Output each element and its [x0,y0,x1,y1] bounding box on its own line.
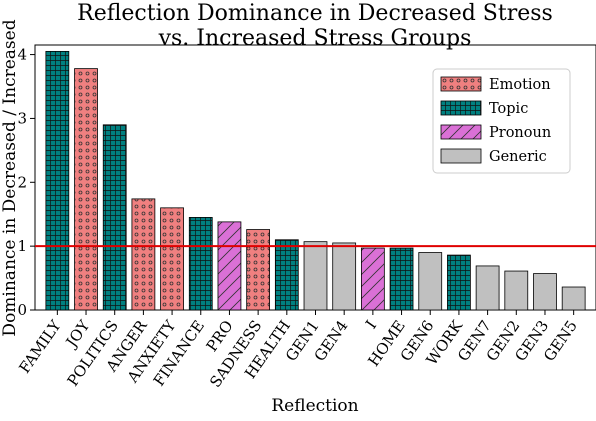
bar-anxiety [160,207,184,311]
bar-sadness [246,229,271,311]
bar-gen3 [533,273,557,311]
bar-health [274,239,299,311]
x-tick-label: I [362,317,380,332]
y-tick-label: 0 [17,301,27,319]
legend-swatch-generic [440,148,482,164]
chart-title-line: Reflection Dominance in Decreased Stress [77,1,553,26]
x-axis-label: Reflection [271,396,358,416]
bar-home [389,247,414,311]
bar-gen5 [561,286,586,311]
y-tick-label: 4 [17,46,27,64]
bar-gen7 [475,265,500,311]
legend-label-pronoun: Pronoun [489,125,551,141]
legend-label-generic: Generic [489,149,547,165]
chart-title-line: vs. Increased Stress Groups [158,26,472,51]
bar-work [447,254,471,311]
bar-gen1 [303,241,328,311]
y-axis: 0 1 2 3 4 [17,46,35,319]
legend-swatch-pronoun [440,124,482,140]
bar-gen4 [332,242,357,311]
bar-gen6 [418,252,443,311]
y-tick-label: 1 [17,237,27,255]
x-tick-label: FAMILY [15,316,65,376]
y-tick-label: 3 [17,109,27,127]
bar-gen2 [504,270,529,311]
bar-family [45,50,70,311]
y-axis-label: Dominance in Decreased / Increased [0,19,20,336]
bar-politics [102,124,127,311]
chart-title: Reflection Dominance in Decreased Stress… [77,1,553,51]
legend: Emotion Topic Pronoun Generic [432,68,571,174]
x-axis: FAMILYJOYPOLITICSANGERANXIETYFINANCEPROS… [15,310,581,391]
legend-swatch-topic [440,100,482,116]
bar-joy [74,68,98,311]
y-tick-label: 2 [17,173,27,191]
legend-label-emotion: Emotion [489,77,551,93]
bar-finance [188,217,213,311]
legend-swatch-emotion [440,76,482,92]
bar-anger [131,198,156,311]
bar-pro [217,221,242,311]
legend-box [432,68,571,174]
bar-i [360,247,385,311]
bars [45,50,586,311]
legend-label-topic: Topic [489,101,528,117]
